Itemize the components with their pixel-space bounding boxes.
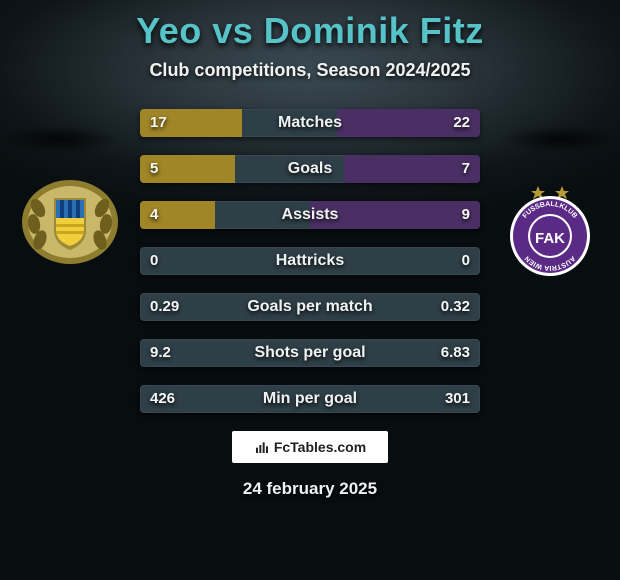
stat-row: 0 0Hattricks [140, 247, 480, 275]
comparison-card: Yeo vs Dominik Fitz Club competitions, S… [0, 0, 620, 580]
club-crest-left [20, 178, 120, 266]
stat-label: Hattricks [140, 247, 480, 275]
stat-value-right: 301 [445, 385, 470, 413]
stat-value-left: 426 [150, 385, 175, 413]
date-label: 24 february 2025 [0, 479, 620, 499]
watermark-text: FcTables.com [274, 439, 366, 455]
player-shadow-right [500, 125, 620, 153]
stat-row: 9.2 6.83Shots per goal [140, 339, 480, 367]
stat-label: Shots per goal [140, 339, 480, 367]
club-crest-right: FAK FUSSBALLKLUB AUSTRIA WIEN [500, 178, 600, 266]
stat-row: 1722Matches [140, 109, 480, 137]
stat-fill-right [344, 155, 480, 183]
player-shadow-left [0, 125, 120, 153]
stat-label: Goals per match [140, 293, 480, 321]
crest-left-svg [20, 178, 120, 266]
stat-fill-right [337, 109, 480, 137]
stat-value-right: 0 [462, 247, 470, 275]
crest-right-fak-text: FAK [535, 230, 565, 247]
stat-fill-left [140, 155, 235, 183]
stat-value-left: 0 [150, 247, 158, 275]
subtitle: Club competitions, Season 2024/2025 [0, 60, 620, 81]
stat-value-right: 6.83 [441, 339, 470, 367]
stat-row: 57Goals [140, 155, 480, 183]
stat-row: 426 301Min per goal [140, 385, 480, 413]
stat-fill-left [140, 201, 215, 229]
stat-fill-right [310, 201, 480, 229]
stat-row: 49Assists [140, 201, 480, 229]
stat-value-left: 0.29 [150, 293, 179, 321]
stat-value-right: 0.32 [441, 293, 470, 321]
stat-value-left: 9.2 [150, 339, 171, 367]
chart-icon [254, 439, 270, 455]
page-title: Yeo vs Dominik Fitz [0, 10, 620, 52]
crest-right-svg: FAK FUSSBALLKLUB AUSTRIA WIEN [500, 178, 600, 278]
watermark[interactable]: FcTables.com [232, 431, 388, 463]
comparison-bars: 1722Matches 57Goals 49Assists 0 0Hattricks 0.… [140, 109, 480, 413]
stat-fill-left [140, 109, 242, 137]
stat-label: Min per goal [140, 385, 480, 413]
stat-row: 0.29 0.32Goals per match [140, 293, 480, 321]
